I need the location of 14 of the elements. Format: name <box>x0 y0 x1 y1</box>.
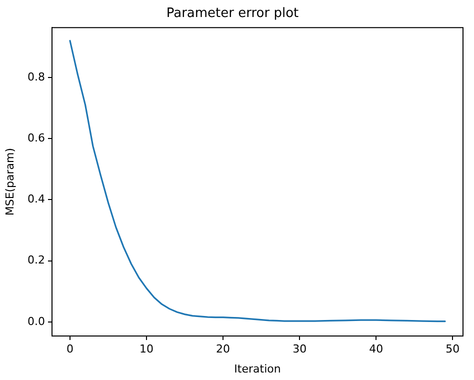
y-tick-label: 0.2 <box>28 254 45 267</box>
x-tick-label: 30 <box>292 342 307 356</box>
x-tick-label: 50 <box>446 342 460 356</box>
x-tick-label: 40 <box>369 342 384 356</box>
y-tick-label: 0.4 <box>28 192 45 206</box>
x-axis-title: Iteration <box>234 362 281 376</box>
x-tick-label: 20 <box>216 342 230 356</box>
y-tick-label: 0.6 <box>28 131 45 144</box>
chart-title: Parameter error plot <box>166 6 299 22</box>
x-tick-label: 0 <box>66 342 74 356</box>
y-axis-title: MSE(param) <box>3 148 16 216</box>
y-tick-label: 0.8 <box>28 70 45 84</box>
y-tick-label: 0.0 <box>28 314 45 328</box>
x-tick-label: 10 <box>140 342 154 356</box>
